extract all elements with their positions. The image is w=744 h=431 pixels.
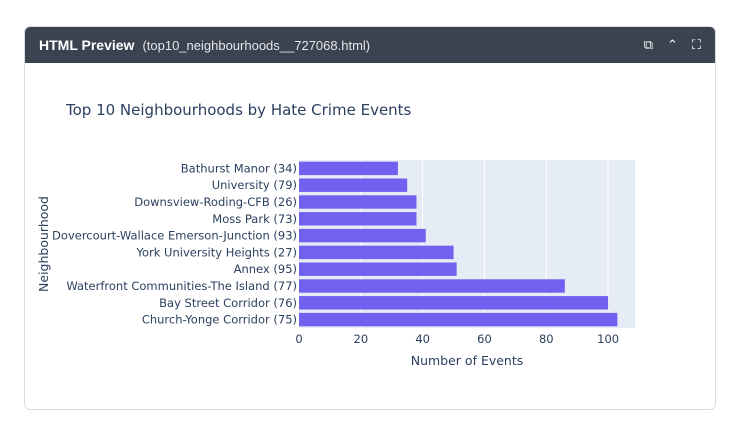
- y-tick-label: Downsview-Roding-CFB (26): [134, 195, 297, 209]
- x-tick-label: 0: [295, 332, 302, 346]
- bar[interactable]: [299, 228, 426, 243]
- bar[interactable]: [299, 161, 398, 176]
- y-tick-label: University (79): [212, 178, 297, 192]
- panel-title: HTML Preview: [39, 37, 135, 53]
- bar[interactable]: [299, 312, 618, 327]
- y-tick-label: Annex (95): [234, 262, 297, 276]
- y-axis-label: Neighbourhood: [36, 196, 51, 292]
- y-tick-label: Bay Street Corridor (76): [159, 296, 297, 310]
- panel-header: HTML Preview (top10_neighbourhoods__7270…: [25, 27, 715, 63]
- y-tick-label: Moss Park (73): [212, 212, 297, 226]
- x-tick-label: 40: [415, 332, 430, 346]
- x-tick-label: 100: [597, 332, 619, 346]
- chevron-up-icon[interactable]: ⌃: [666, 37, 678, 52]
- bar[interactable]: [299, 212, 417, 226]
- y-tick-label: Waterfront Communities-The Island (77): [66, 279, 297, 293]
- panel-filename: (top10_neighbourhoods__727068.html): [142, 37, 371, 53]
- y-tick-label: York University Heights (27): [135, 245, 297, 259]
- chart-title: Top 10 Neighbourhoods by Hate Crime Even…: [65, 101, 412, 119]
- copy-icon[interactable]: ⧉: [643, 37, 653, 52]
- bar[interactable]: [299, 296, 609, 310]
- y-tick-label: Dovercourt-Wallace Emerson-Junction (93): [52, 229, 297, 243]
- x-axis-label: Number of Events: [411, 353, 524, 368]
- y-tick-label: Bathurst Manor (34): [181, 161, 297, 175]
- x-tick-label: 20: [354, 332, 369, 346]
- bar[interactable]: [299, 245, 454, 260]
- bar[interactable]: [299, 178, 408, 192]
- bar[interactable]: [299, 195, 417, 209]
- x-tick-label: 80: [539, 332, 554, 346]
- bar[interactable]: [299, 262, 457, 276]
- y-tick-label: Church-Yonge Corridor (75): [142, 313, 297, 327]
- x-tick-label: 60: [477, 332, 492, 346]
- bar[interactable]: [299, 279, 565, 293]
- fullscreen-icon[interactable]: ⛶: [691, 37, 701, 52]
